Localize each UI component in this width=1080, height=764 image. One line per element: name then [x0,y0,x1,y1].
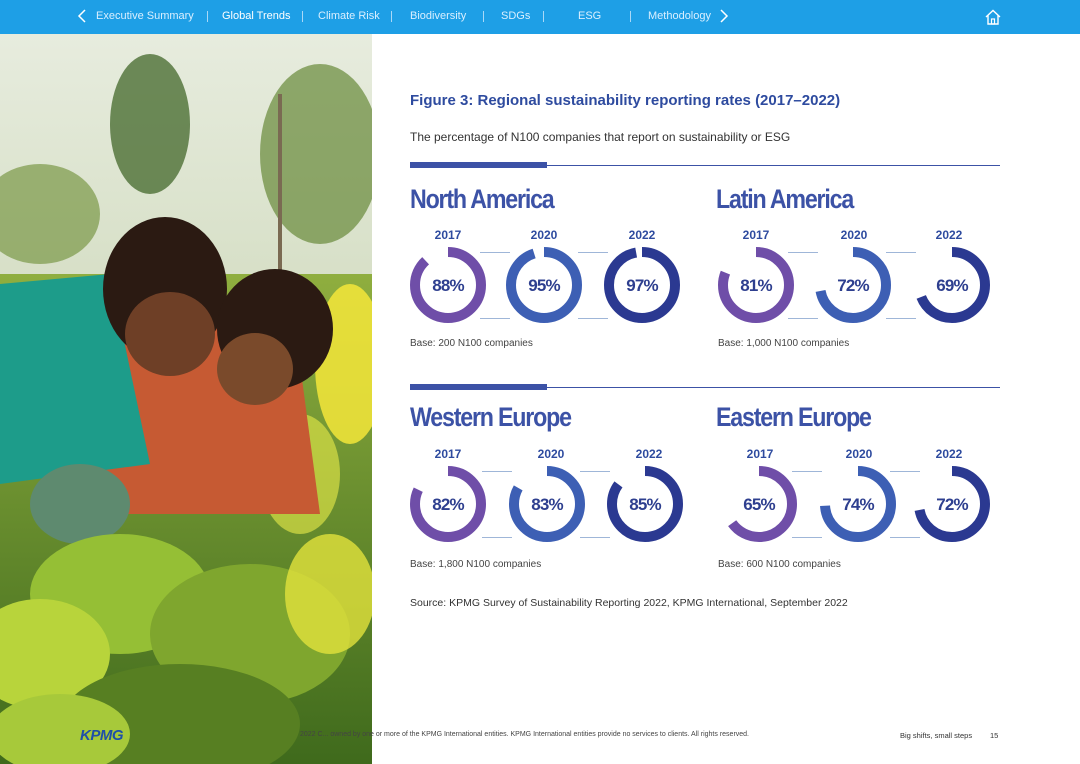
donut-western-europe-2017: 82% [410,466,486,542]
donut-western-europe-2022: 85% [607,466,683,542]
region-title-eastern-europe: Eastern Europe [716,402,872,432]
top-nav-bar: Executive Summary Global Trends Climate … [0,0,1080,34]
year-label: 2017 [746,447,774,461]
connector-line [886,252,916,253]
donut-north-america-2017: 88% [410,247,486,323]
connector-line [482,471,512,472]
home-icon[interactable] [984,8,1002,26]
donut-latin-america-2022: 69% [914,247,990,323]
page-number: 15 [990,731,999,740]
nav-separator [207,11,208,22]
donut-latin-america-2017: 81% [718,247,794,323]
year-label: 2020 [845,447,873,461]
donut-value-label: 74% [842,495,874,514]
copyright-note: 2022 C... owned by one or more of the KP… [300,731,750,738]
connector-line [578,252,608,253]
section-divider [410,384,1000,390]
connector-line [480,318,510,319]
connector-line [792,537,822,538]
nav-item-sdgs[interactable]: SDGs [501,10,531,22]
connector-line [480,252,510,253]
year-label: 2020 [530,228,558,242]
nav-item-biodiversity[interactable]: Biodiversity [410,10,467,22]
source-note: Source: KPMG Survey of Sustainability Re… [410,597,848,609]
publication-title: Big shifts, small steps [900,731,973,740]
year-label: 2022 [935,447,963,461]
connector-line [788,252,818,253]
donut-arc [506,247,582,323]
chevron-right-icon[interactable] [716,8,730,24]
nav-item-executive-summary[interactable]: Executive Summary [96,10,194,22]
connector-line [580,471,610,472]
connector-line [890,471,920,472]
chevron-left-icon[interactable] [76,8,90,24]
year-label: 2022 [628,228,656,242]
hero-photo [0,34,372,764]
nav-separator [302,11,303,22]
base-note: Base: 600 N100 companies [718,559,841,570]
figure-subtitle: The percentage of N100 companies that re… [410,130,791,144]
donut-arc [914,466,990,542]
nav-item-global-trends[interactable]: Global Trends [222,10,291,22]
donut-arc [914,247,990,323]
base-note: Base: 1,000 N100 companies [718,338,850,349]
region-title-latin-america: Latin America [716,184,854,214]
year-label: 2017 [742,228,770,242]
connector-line [482,537,512,538]
donut-north-america-2022: 97% [604,247,680,323]
donut-value-label: 97% [626,276,658,295]
year-label: 2017 [434,228,462,242]
donut-value-label: 88% [432,276,464,295]
nav-separator [483,11,484,22]
donut-arc [410,466,486,542]
connector-line [788,318,818,319]
donut-arc [815,247,891,323]
kpmg-logo: KPMG [80,727,124,744]
donut-value-label: 65% [743,495,775,514]
year-label: 2022 [635,447,663,461]
donut-arc [718,247,794,323]
year-label: 2020 [840,228,868,242]
year-label: 2022 [935,228,963,242]
donut-arc [607,466,683,542]
donut-arc [721,466,797,542]
donut-western-europe-2020: 83% [509,466,585,542]
donut-eastern-europe-2020: 74% [820,466,896,542]
base-note: Base: 1,800 N100 companies [410,559,542,570]
region-title-western-europe: Western Europe [410,402,572,432]
connector-line [580,537,610,538]
donut-value-label: 83% [531,495,563,514]
donut-arc [509,466,585,542]
donut-value-label: 69% [936,276,968,295]
base-note: Base: 200 N100 companies [410,338,533,349]
connector-line [890,537,920,538]
region-title-north-america: North America [410,184,555,214]
nav-item-climate-risk[interactable]: Climate Risk [318,10,380,22]
connector-line [886,318,916,319]
donut-arc [410,247,486,323]
donut-eastern-europe-2017: 65% [721,466,797,542]
donut-value-label: 81% [740,276,772,295]
donut-arc [820,466,896,542]
donut-eastern-europe-2022: 72% [914,466,990,542]
donut-north-america-2020: 95% [506,247,582,323]
figure-title: Figure 3: Regional sustainability report… [410,92,841,109]
connector-line [578,318,608,319]
nav-separator [543,11,544,22]
nav-separator [391,11,392,22]
donut-arc [604,247,680,323]
nav-item-methodology[interactable]: Methodology [648,10,711,22]
connector-line [792,471,822,472]
nav-item-esg[interactable]: ESG [578,10,602,22]
year-label: 2017 [434,447,462,461]
section-divider [410,162,1000,168]
donut-value-label: 85% [629,495,661,514]
donut-value-label: 72% [936,495,968,514]
nav-separator [630,11,631,22]
donut-value-label: 72% [837,276,869,295]
donut-value-label: 95% [528,276,560,295]
donut-latin-america-2020: 72% [815,247,891,323]
donut-value-label: 82% [432,495,464,514]
year-label: 2020 [537,447,565,461]
